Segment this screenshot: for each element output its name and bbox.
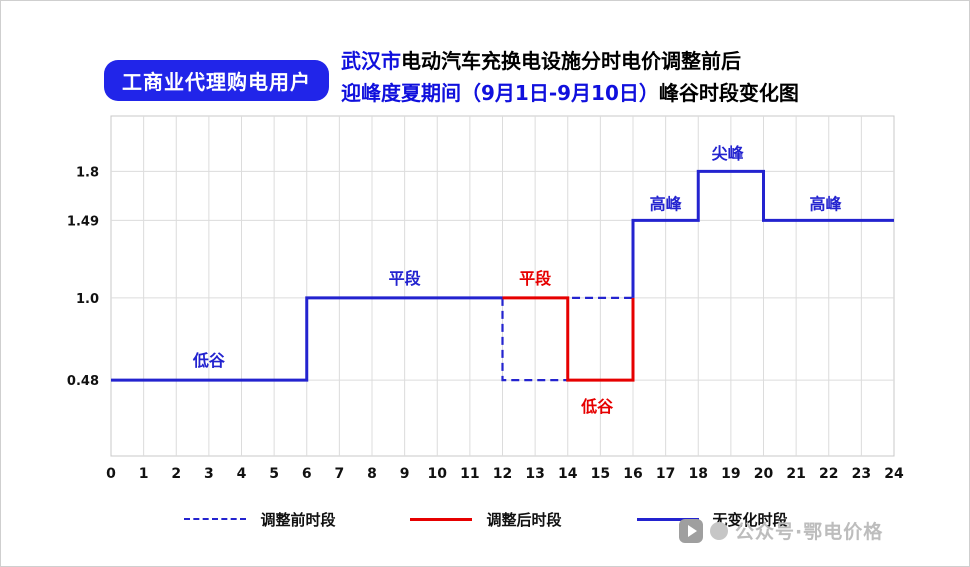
series-无变化时段-right [631,169,894,298]
watermark-text: 公众号·鄂电价格 [735,521,884,543]
x-tick-label: 20 [754,466,774,482]
x-tick-label: 12 [493,466,512,482]
x-tick-label: 3 [204,466,214,482]
x-tick-label: 14 [558,466,578,482]
x-tick-label: 18 [689,466,708,482]
annotation-低谷: 低谷 [192,351,226,370]
title-line1-blue: 武汉市 [341,49,401,73]
title-line2-black: 峰谷时段变化图 [658,81,799,105]
watermark-logo-icon [679,518,703,543]
legend: 调整前时段 调整后时段 无变化时段 [111,504,861,534]
price-step-chart: 0 1 2 3 4 5 6 7 8 9 10 11 12 13 14 15 16 17 18 19 20 21 22 23 24… [67,115,904,482]
legend-item-adjust-after: 调整后时段 [410,509,562,530]
annotation-高峰: 高峰 [650,195,683,214]
title-line1-black: 电动汽车充换电设施分时电价调整前后 [401,49,741,73]
x-tick-label: 15 [591,466,610,482]
legend-label-no-change: 无变化时段 [712,510,788,529]
x-tick-label: 7 [335,466,345,482]
annotation-尖峰: 尖峰 [712,144,745,163]
legend-dashed-line-sample [184,518,247,520]
x-tick-label: 13 [525,466,544,482]
x-tick-label: 22 [819,466,838,482]
x-tick-label: 16 [623,466,642,482]
x-tick-label: 10 [428,466,448,482]
x-tick-label: 4 [237,466,247,482]
legend-item-adjust-before: 调整前时段 [184,509,335,530]
legend-red-line-sample [410,517,473,521]
y-tick-label: 1.49 [67,214,99,229]
x-tick-label: 23 [852,466,871,482]
y-tick-label: 0.48 [67,374,99,389]
user-type-badge: 工商业代理购电用户 [104,60,329,101]
chart-title: 武汉市电动汽车充换电设施分时电价调整前后 迎峰度夏期间（9月1日-9月10日）峰… [341,45,799,109]
x-tick-label: 19 [721,466,740,482]
legend-label-adjust-before: 调整前时段 [260,510,336,529]
title-line-2: 迎峰度夏期间（9月1日-9月10日）峰谷时段变化图 [341,77,799,109]
title-line-1: 武汉市电动汽车充换电设施分时电价调整前后 [341,45,799,77]
x-tick-label: 0 [106,466,116,482]
series-无变化时段-left [111,296,503,382]
legend-item-no-change: 无变化时段 [636,509,788,530]
series-调整后时段 [502,296,635,382]
x-tick-label: 5 [269,466,279,482]
legend-label-adjust-after: 调整后时段 [486,510,562,529]
y-tick-label: 1.8 [76,165,99,180]
title-line2-blue: 迎峰度夏期间（9月1日-9月10日） [341,81,659,105]
annotation-平段: 平段 [519,269,552,288]
watermark-camera-icon [710,521,728,540]
x-tick-label: 9 [400,466,410,482]
watermark: 公众号·鄂电价格 [679,517,883,544]
x-tick-label: 8 [367,466,377,482]
x-tick-label: 17 [656,466,675,482]
annotation-平段: 平段 [389,269,422,288]
annotation-低谷: 低谷 [580,397,614,416]
x-tick-label: 11 [460,466,479,482]
x-tick-label: 24 [884,466,904,482]
legend-blue-line-sample [636,517,699,521]
x-tick-label: 1 [139,466,149,482]
y-tick-label: 1.0 [76,292,99,307]
annotation-高峰: 高峰 [809,195,842,214]
x-tick-label: 2 [171,466,181,482]
x-tick-label: 21 [786,466,805,482]
x-tick-label: 6 [302,466,312,482]
